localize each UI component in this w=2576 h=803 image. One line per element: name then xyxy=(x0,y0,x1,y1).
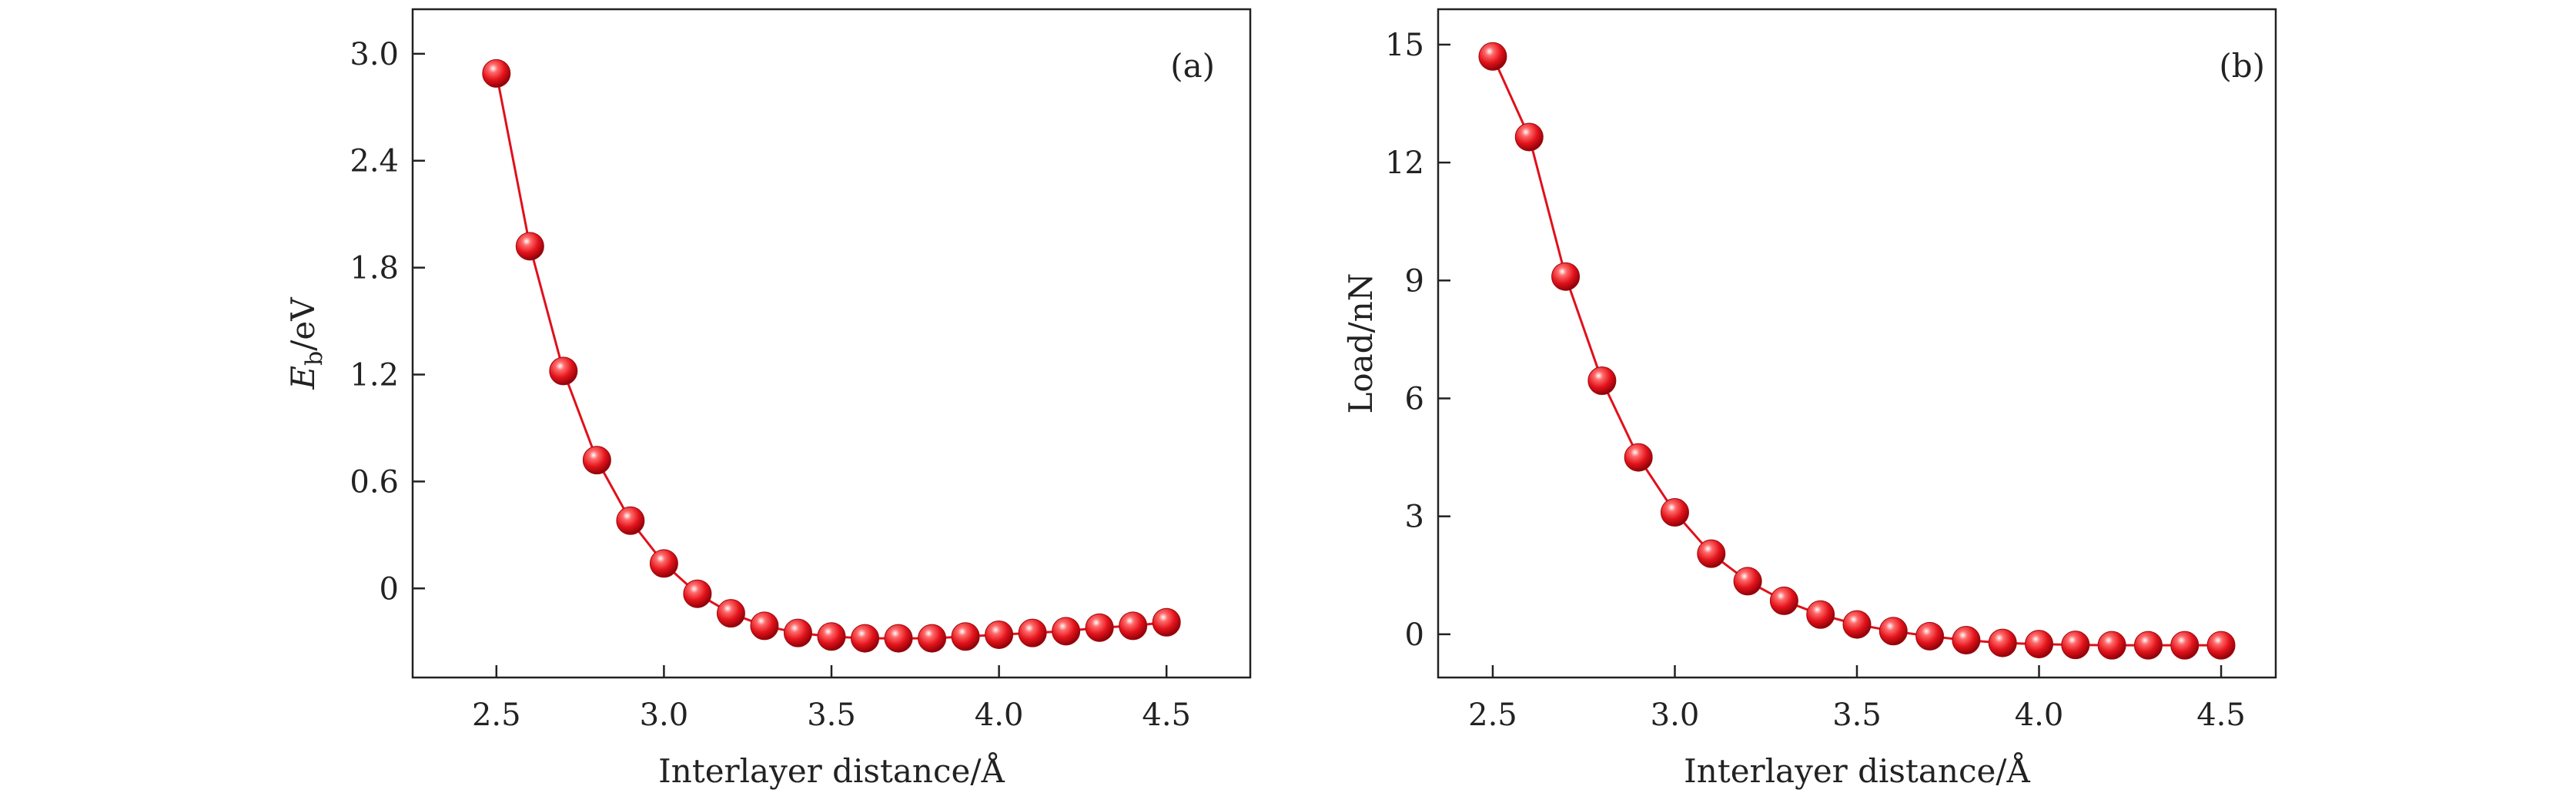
panel-a: 2.5 3.0 3.5 4.0 4.5 0 0.6 1.2 1.8 2.4 3.0 (a) Int… xyxy=(284,8,1252,790)
data-point xyxy=(1478,42,1507,71)
data-point xyxy=(683,579,712,608)
data-point xyxy=(1660,498,1689,527)
data-point xyxy=(1514,122,1544,152)
plot-frame-a xyxy=(411,8,1252,679)
x-tick-label: 2.5 xyxy=(472,698,521,733)
data-point xyxy=(851,624,880,653)
x-tick-label: 3.5 xyxy=(807,698,856,733)
data-point xyxy=(482,59,511,88)
x-axis-label-a: Interlayer distance/Å xyxy=(658,751,1005,790)
y-tick-label: 6 xyxy=(1405,381,1424,417)
x-tick-label: 4.0 xyxy=(2015,698,2064,733)
data-point xyxy=(1018,618,1047,647)
y-tick-label: 15 xyxy=(1385,28,1424,63)
data-point xyxy=(1551,262,1581,291)
data-point xyxy=(817,622,846,651)
data-point xyxy=(1733,567,1762,596)
data-point xyxy=(1878,617,1908,646)
data-point xyxy=(2170,631,2200,660)
data-point xyxy=(918,624,947,653)
data-point xyxy=(1587,366,1617,396)
data-point xyxy=(1085,613,1114,642)
y-axis-label-b: Load/nN xyxy=(1342,273,1380,413)
x-tick-label: 3.5 xyxy=(1832,698,1882,733)
data-point xyxy=(1697,539,1726,568)
data-point xyxy=(2061,631,2090,660)
y-tick-label: 1.2 xyxy=(350,358,399,393)
y-tick-label: 3.0 xyxy=(350,37,399,72)
panel-label-a: (a) xyxy=(1170,47,1215,85)
plot-frame-b xyxy=(1437,8,2277,679)
y-axis-label-a: Eb/eV xyxy=(284,297,328,390)
data-point xyxy=(2206,631,2236,660)
x-axis-label-b: Interlayer distance/Å xyxy=(1684,751,2030,790)
data-point xyxy=(2133,631,2163,660)
data-point xyxy=(582,446,611,475)
y-tick-label: 0.6 xyxy=(350,464,399,500)
y-axis-label-a-tail: /eV xyxy=(284,297,322,351)
series-a xyxy=(482,59,1181,653)
data-point xyxy=(1952,625,1981,654)
y-tick-label: 3 xyxy=(1405,500,1424,535)
series-b xyxy=(1478,42,2236,660)
y-ticks-a: 0 0.6 1.2 1.8 2.4 3.0 xyxy=(350,37,425,607)
panel-b: 2.5 3.0 3.5 4.0 4.5 0 3 6 9 12 15 (b) Interlayer … xyxy=(1342,8,2277,790)
y-tick-label: 1.8 xyxy=(350,251,399,286)
x-tick-label: 2.5 xyxy=(1468,698,1517,733)
data-point xyxy=(649,549,678,578)
data-point xyxy=(884,624,913,653)
data-point xyxy=(2025,630,2054,659)
x-tick-label: 4.0 xyxy=(975,698,1024,733)
x-tick-label: 4.5 xyxy=(2196,698,2246,733)
series-line xyxy=(1491,55,2221,647)
x-tick-label: 4.5 xyxy=(1142,698,1191,733)
y-ticks-b: 0 3 6 9 12 15 xyxy=(1385,28,1450,653)
data-point xyxy=(1915,621,1945,651)
data-point xyxy=(515,232,544,261)
y-tick-label: 0 xyxy=(380,571,399,607)
data-point xyxy=(783,618,812,647)
data-point xyxy=(1842,610,1872,639)
data-point xyxy=(1119,611,1148,641)
x-ticks-b: 2.5 3.0 3.5 4.0 4.5 xyxy=(1468,665,2246,733)
data-point xyxy=(616,506,645,535)
y-axis-label-a-main: E xyxy=(284,366,322,390)
data-point xyxy=(1988,628,2017,657)
data-point xyxy=(1769,586,1798,615)
data-point xyxy=(985,620,1014,649)
data-point xyxy=(750,611,779,641)
data-point xyxy=(1052,617,1081,646)
data-point xyxy=(716,599,745,628)
panel-label-b: (b) xyxy=(2219,47,2265,85)
series-line xyxy=(495,73,1167,640)
y-axis-label-a-sub: b xyxy=(301,351,328,366)
y-tick-label: 2.4 xyxy=(350,144,399,179)
data-point xyxy=(549,356,578,386)
data-point xyxy=(951,622,980,651)
y-tick-label: 9 xyxy=(1405,263,1424,299)
data-point xyxy=(1806,600,1835,629)
x-tick-label: 3.0 xyxy=(1651,698,1700,733)
y-tick-label: 12 xyxy=(1385,146,1424,181)
x-tick-label: 3.0 xyxy=(640,698,689,733)
data-point xyxy=(1152,607,1181,637)
data-point xyxy=(1624,443,1653,472)
x-ticks-a: 2.5 3.0 3.5 4.0 4.5 xyxy=(472,665,1191,733)
y-tick-label: 0 xyxy=(1405,617,1424,653)
data-point xyxy=(2097,631,2126,660)
